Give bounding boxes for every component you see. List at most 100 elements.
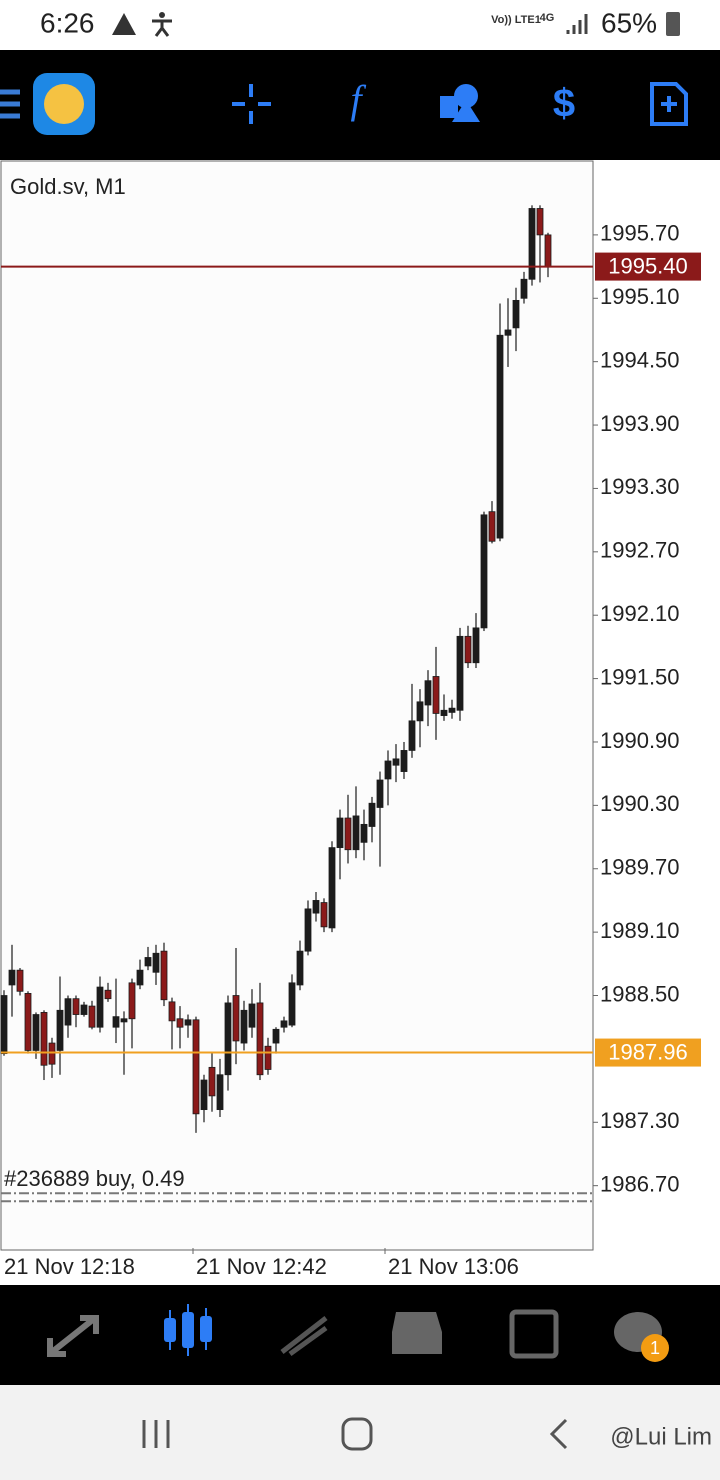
candle-body [384,760,392,780]
x-tick-label: 21 Nov 12:18 [4,1254,135,1279]
candle-body [248,1003,256,1028]
objects-button[interactable] [440,84,480,122]
candle-body [408,720,416,751]
candle-body [424,680,432,706]
candle-body [216,1074,224,1111]
candle-body [64,998,72,1026]
candle-body [136,969,144,986]
candle-body [272,1028,280,1044]
candle-body [496,334,504,539]
candle-body [400,750,408,772]
candle-body [80,1004,88,1015]
candle-body [144,957,152,967]
y-tick-label: 1988.50 [600,981,680,1006]
candle-body [376,779,384,808]
new-order-button[interactable] [650,82,688,126]
candle-body [120,1018,128,1023]
y-tick-label: 1994.50 [600,347,680,372]
candle-body [320,902,328,928]
candle-body [104,989,112,1000]
candle-body [312,900,320,914]
toolbar [0,50,720,160]
trade-tab[interactable] [280,1316,328,1357]
candle-body [200,1079,208,1111]
candle-body [176,1018,184,1028]
trade-button[interactable]: $ [553,82,575,126]
candle-body [88,1005,96,1028]
bottom-nav [0,1285,720,1385]
network-label: Vo)) LTE1 [491,14,541,26]
menu-button[interactable] [0,89,20,119]
clock: 6:26 [40,7,95,38]
signal-icon [566,14,588,34]
y-tick-label: 1992.70 [600,538,680,563]
candle-body [16,969,24,992]
candle-body [160,950,168,1001]
candle-body [304,908,312,952]
candle-body [224,1002,232,1076]
chart-title: Gold.sv, M1 [10,174,126,199]
candle-body [168,1001,176,1022]
crosshair-button[interactable] [232,84,271,124]
candle-body [8,969,16,986]
alert-icon [112,13,136,35]
battery-level: 65% [601,7,657,38]
candle-body [296,950,304,986]
y-tick-label: 1990.30 [600,791,680,816]
order-label: #236889 buy, 0.49 [4,1166,185,1191]
candle-body [240,1009,248,1044]
quotes-tab[interactable] [47,1315,99,1357]
news-tab[interactable] [509,1309,559,1359]
x-tick-label: 21 Nov 13:06 [388,1254,519,1279]
home-button[interactable] [341,1417,373,1451]
candle-body [352,815,360,851]
plot: 1995.70 1995.10 1994.50 1993.90 1993.30 1992.… [0,205,701,1279]
recents-button[interactable] [142,1420,170,1448]
candle-body [456,635,464,711]
candle-body [48,1042,56,1065]
x-tick-label: 21 Nov 12:42 [196,1254,327,1279]
price-level-tag [595,1038,701,1067]
candle-body [536,208,544,236]
price-level-label: 1987.96 [608,1039,688,1064]
y-tick-label: 1995.70 [600,221,680,246]
y-tick-label: 1995.10 [600,284,680,309]
back-button[interactable] [549,1418,568,1450]
candle-body [112,1016,120,1028]
candle-body [416,701,424,722]
candle-body [504,329,512,336]
y-tick-label: 1987.30 [600,1108,680,1133]
y-tick-label: 1992.10 [600,601,680,626]
candle-body [40,1012,48,1066]
candle-body [480,514,488,629]
candle-body [152,952,160,973]
badge-count: 1 [650,1338,660,1358]
candle-body [392,758,400,766]
candle-body [208,1066,216,1097]
candle-body [192,1019,200,1115]
accessibility-icon [152,19,172,37]
history-tab[interactable] [392,1312,442,1354]
candle-body [328,847,336,929]
y-tick-label: 1993.30 [600,474,680,499]
candle-body [128,982,136,1020]
candle-body [520,278,528,299]
candle-body [432,676,440,714]
candle-body [464,635,472,664]
candle-body [544,234,552,267]
candle-body [336,817,344,849]
y-tick-label: 1993.90 [600,411,680,436]
candle-body [512,299,520,329]
candle-body [488,511,496,542]
system-nav [0,1385,720,1480]
y-tick-label: 1989.10 [600,918,680,943]
candle-body [264,1045,272,1070]
app-logo [44,84,84,124]
y-tick-label: 1991.50 [600,664,680,689]
price-level-label: 1995.40 [608,253,688,278]
candle-body [440,709,448,716]
chart-tab[interactable] [164,1304,212,1356]
candle-body [232,995,240,1042]
y-tick-label: 1989.70 [600,855,680,880]
